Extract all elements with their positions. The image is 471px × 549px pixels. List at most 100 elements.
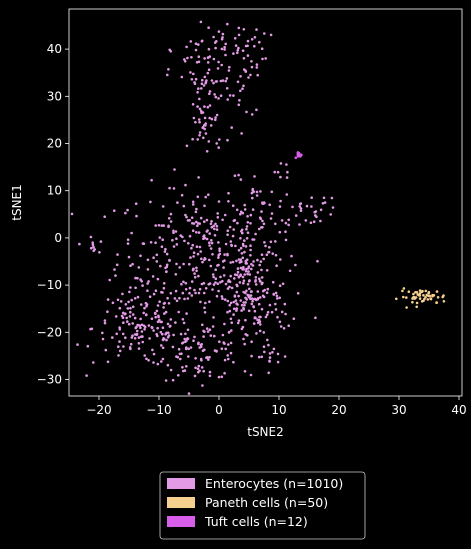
scatter-point-series-0 xyxy=(179,234,182,237)
scatter-point-series-0 xyxy=(196,138,199,141)
scatter-point-series-0 xyxy=(251,196,254,200)
scatter-point-series-0 xyxy=(239,246,243,250)
scatter-point-series-0 xyxy=(195,220,198,224)
scatter-point-series-0 xyxy=(228,303,231,307)
scatter-point-series-0 xyxy=(278,296,282,300)
scatter-point-series-0 xyxy=(99,240,103,243)
scatter-point-series-0 xyxy=(217,375,221,379)
legend-swatch xyxy=(167,497,195,508)
scatter-point-series-0 xyxy=(174,230,178,233)
scatter-point-series-0 xyxy=(124,336,127,340)
scatter-point-series-0 xyxy=(198,287,202,291)
scatter-point-series-0 xyxy=(248,273,252,276)
scatter-point-series-0 xyxy=(242,301,245,304)
scatter-point-series-0 xyxy=(216,216,220,219)
scatter-point-series-0 xyxy=(210,239,213,242)
scatter-point-series-0 xyxy=(191,229,195,232)
scatter-point-series-0 xyxy=(129,347,132,351)
scatter-point-series-0 xyxy=(166,296,169,300)
scatter-point-series-0 xyxy=(172,333,175,337)
x-tick-label: 0 xyxy=(215,403,223,417)
scatter-point-series-0 xyxy=(207,26,210,30)
scatter-point-series-0 xyxy=(91,243,95,246)
scatter-point-series-0 xyxy=(261,201,264,204)
scatter-point-series-0 xyxy=(246,231,250,234)
scatter-point-series-0 xyxy=(214,222,217,226)
scatter-point-series-0 xyxy=(164,247,167,251)
scatter-point-series-0 xyxy=(201,111,205,114)
scatter-point-series-0 xyxy=(242,84,245,88)
scatter-point-series-0 xyxy=(168,186,171,190)
scatter-point-series-0 xyxy=(223,298,227,301)
scatter-point-series-0 xyxy=(159,330,163,334)
scatter-point-series-0 xyxy=(230,329,233,332)
scatter-point-series-0 xyxy=(219,94,223,97)
scatter-point-series-0 xyxy=(202,237,205,240)
scatter-point-series-0 xyxy=(255,63,259,66)
scatter-point-series-0 xyxy=(162,224,165,227)
scatter-point-series-0 xyxy=(245,110,248,114)
scatter-point-series-0 xyxy=(183,297,186,301)
scatter-point-series-0 xyxy=(197,364,201,368)
scatter-point-series-0 xyxy=(299,202,303,205)
scatter-point-series-0 xyxy=(169,318,173,321)
scatter-point-series-0 xyxy=(287,324,291,328)
scatter-point-series-0 xyxy=(223,48,226,51)
scatter-point-series-0 xyxy=(182,321,186,325)
scatter-point-series-0 xyxy=(239,178,243,181)
scatter-point-series-0 xyxy=(258,263,262,267)
scatter-point-series-0 xyxy=(199,216,203,220)
scatter-point-series-0 xyxy=(89,246,93,250)
scatter-point-series-0 xyxy=(267,343,270,347)
scatter-point-series-0 xyxy=(232,313,235,316)
scatter-point-series-0 xyxy=(158,236,162,239)
scatter-point-series-0 xyxy=(265,269,269,272)
scatter-point-series-0 xyxy=(249,244,252,247)
scatter-point-series-0 xyxy=(237,26,241,30)
scatter-point-series-0 xyxy=(208,90,212,93)
scatter-point-series-0 xyxy=(279,162,283,165)
scatter-point-series-0 xyxy=(101,337,105,341)
scatter-point-series-0 xyxy=(124,303,128,306)
scatter-point-series-0 xyxy=(128,290,131,294)
scatter-point-series-0 xyxy=(130,231,133,235)
scatter-point-series-0 xyxy=(200,82,204,85)
scatter-point-series-0 xyxy=(172,245,176,248)
scatter-point-series-0 xyxy=(227,357,230,361)
scatter-point-series-0 xyxy=(173,297,177,300)
scatter-point-series-0 xyxy=(211,325,215,328)
scatter-point-series-1 xyxy=(418,297,422,300)
scatter-point-series-0 xyxy=(196,367,200,371)
scatter-point-series-0 xyxy=(208,244,211,247)
scatter-point-series-0 xyxy=(232,52,235,55)
scatter-point-series-0 xyxy=(210,117,214,121)
scatter-point-series-0 xyxy=(259,217,263,221)
scatter-point-series-0 xyxy=(183,60,187,63)
scatter-point-series-0 xyxy=(129,342,133,346)
scatter-point-series-0 xyxy=(259,323,262,326)
scatter-point-series-0 xyxy=(256,321,260,325)
scatter-point-series-0 xyxy=(206,61,210,64)
scatter-points xyxy=(70,20,446,395)
y-tick-label: −20 xyxy=(37,325,62,339)
scatter-point-series-1 xyxy=(402,287,406,290)
scatter-point-series-0 xyxy=(186,328,190,332)
scatter-point-series-0 xyxy=(238,281,242,284)
scatter-point-series-0 xyxy=(294,263,297,267)
scatter-point-series-0 xyxy=(191,222,194,225)
scatter-point-series-0 xyxy=(251,264,255,267)
scatter-point-series-2 xyxy=(296,155,300,158)
scatter-point-series-0 xyxy=(270,212,274,215)
scatter-point-series-0 xyxy=(242,28,246,31)
scatter-point-series-0 xyxy=(137,336,141,339)
scatter-point-series-0 xyxy=(258,277,261,281)
scatter-point-series-0 xyxy=(219,275,222,279)
scatter-point-series-0 xyxy=(182,262,185,266)
scatter-point-series-1 xyxy=(411,300,414,304)
y-axis-ticks: −30 −20 −10 0 10 20 30 40 xyxy=(37,42,69,386)
scatter-point-series-0 xyxy=(190,78,194,81)
scatter-point-series-0 xyxy=(103,215,106,218)
scatter-point-series-0 xyxy=(137,347,141,350)
scatter-point-series-0 xyxy=(212,35,215,39)
